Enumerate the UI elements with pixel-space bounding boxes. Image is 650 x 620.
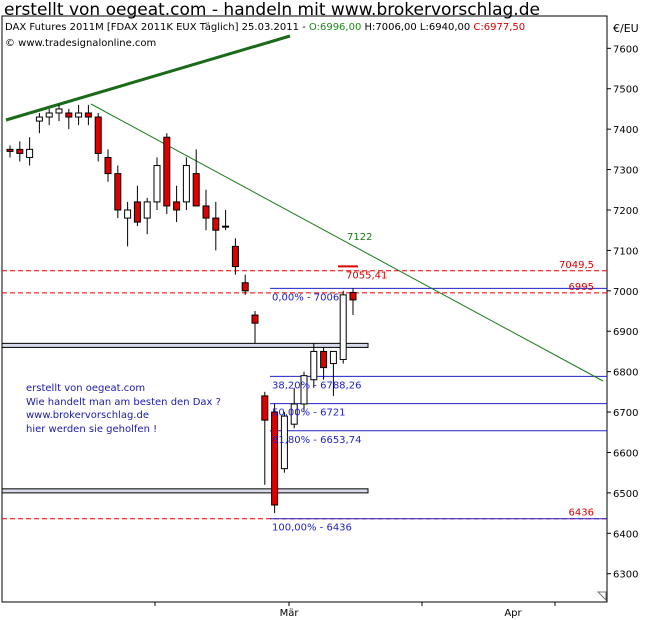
candle-body bbox=[349, 291, 357, 301]
y-tick-label: 6400 bbox=[613, 529, 638, 540]
candle-body bbox=[212, 217, 220, 231]
x-axis: Mär Apr bbox=[154, 591, 607, 619]
labels-layer: 7049,5 6995 6436 0,00% - 7006 38,20% - 6788,… bbox=[272, 232, 594, 534]
currency-label: €/EU bbox=[613, 22, 639, 35]
candle-body bbox=[202, 205, 210, 219]
fib-label: 38,20% - 6788,26 bbox=[272, 380, 361, 391]
fib-label: 61,80% - 6653,74 bbox=[272, 435, 361, 446]
candle-body bbox=[192, 173, 200, 207]
candle-body bbox=[35, 116, 43, 122]
red-line-label: 7049,5 bbox=[559, 260, 594, 271]
y-tick-label: 6800 bbox=[613, 368, 638, 379]
y-tick-label: 6500 bbox=[613, 489, 638, 500]
candle-body bbox=[153, 165, 161, 203]
chart-header: DAX Futures 2011M [FDAX 2011K EUX Täglic… bbox=[5, 22, 525, 33]
candle-body bbox=[94, 116, 102, 154]
annotation-box: erstellt von oegeat.com Wie handelt man … bbox=[26, 382, 221, 436]
candle-body bbox=[300, 375, 308, 405]
annotation-line: Wie handelt man am besten den Dax ? bbox=[26, 396, 221, 408]
red-line-label: 6436 bbox=[569, 508, 594, 519]
y-tick-label: 6300 bbox=[613, 570, 638, 581]
candle-body bbox=[280, 415, 288, 470]
y-tick-label: 7400 bbox=[613, 125, 638, 136]
candle-body bbox=[182, 165, 190, 203]
candle-body bbox=[271, 411, 279, 506]
overlays-layer bbox=[1, 34, 607, 520]
candle-body bbox=[55, 108, 63, 114]
annotation-line: www.brokervorschlag.de bbox=[26, 410, 149, 421]
y-tick-label: 7200 bbox=[613, 206, 638, 217]
zone-box bbox=[1, 488, 369, 494]
candle-body bbox=[241, 282, 249, 292]
candle-body bbox=[251, 314, 259, 324]
marker-label: 7055,41 bbox=[346, 270, 387, 281]
y-tick-label: 7100 bbox=[613, 246, 638, 257]
candle-body bbox=[329, 350, 337, 365]
y-tick-label: 6900 bbox=[613, 327, 638, 338]
candle-body bbox=[84, 112, 92, 118]
candle-body bbox=[173, 201, 181, 211]
x-tick-label: Apr bbox=[504, 608, 522, 619]
annotation-line: hier werden sie geholfen ! bbox=[26, 423, 158, 435]
candle-body bbox=[114, 173, 122, 211]
zone-box bbox=[1, 342, 369, 348]
scroll-corner-icon bbox=[596, 591, 607, 602]
candle-body bbox=[310, 350, 318, 381]
trendline-support bbox=[5, 34, 291, 122]
y-tick-label: 7000 bbox=[613, 287, 638, 298]
candle-body bbox=[320, 350, 328, 369]
y-axis: 7600 7500 7400 7300 7200 7100 7000 6900 6800 6700… bbox=[607, 44, 638, 581]
grid-layer bbox=[1, 15, 608, 603]
y-tick-label: 6700 bbox=[613, 408, 638, 419]
candle-body bbox=[261, 395, 269, 421]
header-hl: H:7006,00 L:6940,00 bbox=[361, 22, 474, 33]
trendline-resistance bbox=[90, 103, 604, 382]
candle-body bbox=[290, 403, 298, 425]
candle-body bbox=[163, 136, 171, 207]
y-tick-label: 7500 bbox=[613, 85, 638, 96]
header-source: © www.tradesignalonline.com bbox=[5, 38, 157, 49]
x-tick-label: Mär bbox=[280, 608, 300, 619]
candle-body bbox=[124, 209, 132, 219]
fib-label: 50,00% - 6721 bbox=[272, 408, 346, 419]
annotation-line: erstellt von oegeat.com bbox=[26, 383, 146, 394]
header-instrument: DAX Futures 2011M [FDAX 2011K EUX Täglic… bbox=[5, 22, 309, 33]
plot-frame bbox=[1, 15, 608, 603]
header-close: C:6977,50 bbox=[473, 22, 526, 33]
y-tick-label: 7600 bbox=[613, 44, 638, 55]
trendline-label: 7122 bbox=[347, 232, 372, 243]
fib-label: 100,00% - 6436 bbox=[272, 523, 352, 534]
candle-body bbox=[16, 148, 24, 154]
red-line-label: 6995 bbox=[569, 282, 594, 293]
candle-body bbox=[6, 148, 14, 152]
fib-label: 0,00% - 7006 bbox=[272, 292, 339, 303]
candle-body bbox=[26, 148, 34, 158]
y-tick-label: 7300 bbox=[613, 166, 638, 177]
candles-layer bbox=[6, 104, 357, 514]
header-open: O:6996,00 bbox=[308, 22, 362, 33]
page-title: erstellt von oegeat.com - handeln mit ww… bbox=[4, 0, 540, 20]
candle-body bbox=[222, 225, 230, 228]
candle-body bbox=[104, 156, 112, 175]
candle-body bbox=[143, 201, 151, 219]
candle-body bbox=[231, 245, 239, 268]
candle-body bbox=[133, 201, 141, 223]
candle-body bbox=[339, 294, 347, 361]
y-tick-label: 6600 bbox=[613, 448, 638, 459]
candle-body bbox=[45, 112, 53, 118]
candle-body bbox=[75, 112, 83, 118]
candle-body bbox=[65, 112, 73, 118]
